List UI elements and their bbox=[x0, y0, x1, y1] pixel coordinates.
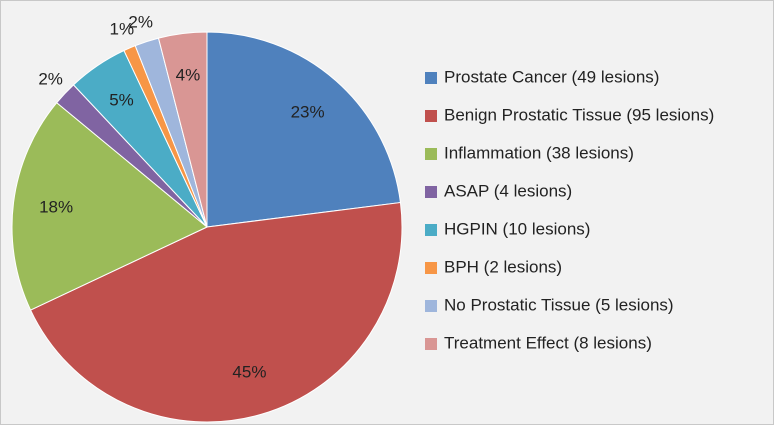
data-label: 2% bbox=[38, 70, 63, 89]
data-label: 1% bbox=[110, 20, 135, 39]
data-label: 5% bbox=[109, 91, 134, 110]
data-label: 2% bbox=[128, 12, 153, 31]
legend-swatch bbox=[425, 262, 437, 274]
legend-swatch bbox=[425, 300, 437, 312]
legend-label: Treatment Effect (8 lesions) bbox=[444, 333, 652, 352]
legend-swatch bbox=[425, 148, 437, 160]
pie-slice bbox=[29, 202, 403, 423]
data-label: 45% bbox=[232, 363, 266, 382]
legend-swatch bbox=[425, 110, 437, 122]
legend-label: BPH (2 lesions) bbox=[444, 257, 562, 276]
data-label: 4% bbox=[176, 66, 201, 85]
legend-label: HGPIN (10 lesions) bbox=[444, 219, 590, 238]
legend-label: No Prostatic Tissue (5 lesions) bbox=[444, 295, 674, 314]
legend-swatch bbox=[425, 338, 437, 350]
pie-slice bbox=[206, 31, 402, 228]
legend-label: Prostate Cancer (49 lesions) bbox=[444, 67, 659, 86]
legend-label: Benign Prostatic Tissue (95 lesions) bbox=[444, 105, 714, 124]
pie-slice bbox=[11, 101, 208, 311]
legend-swatch bbox=[425, 186, 437, 198]
legend-label: Inflammation (38 lesions) bbox=[444, 143, 634, 162]
legend-swatch bbox=[425, 224, 437, 236]
legend-label: ASAP (4 lesions) bbox=[444, 181, 572, 200]
data-label: 23% bbox=[291, 102, 325, 121]
legend-swatch bbox=[425, 72, 437, 84]
pie-slice bbox=[157, 31, 208, 228]
data-label: 18% bbox=[39, 197, 73, 216]
